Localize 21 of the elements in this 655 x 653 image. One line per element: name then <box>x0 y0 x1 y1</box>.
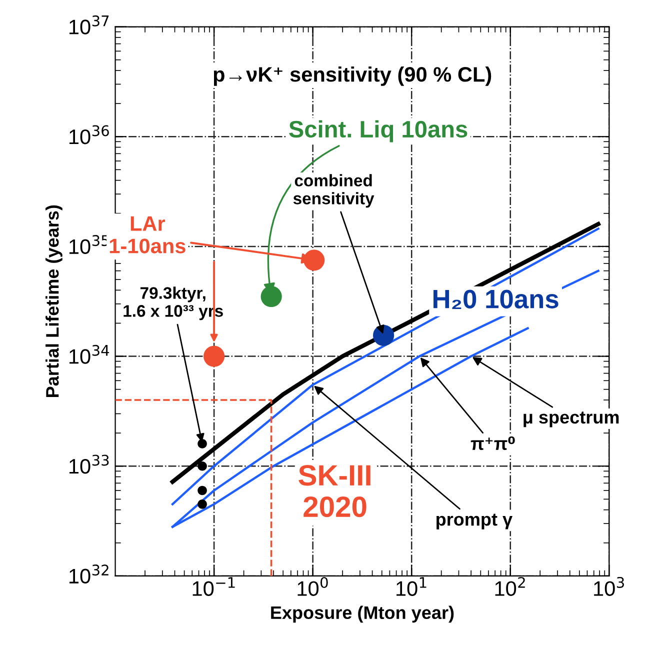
y-axis-title: Partial Lifetime (years) <box>46 205 62 397</box>
y-tick-label: 10$^{37}$ <box>70 15 109 34</box>
x-tick-label: 10$^{−1}$ <box>192 577 235 596</box>
annotation: p→νK⁺ sensitivity (90 % CL) <box>214 66 492 86</box>
y-tick-label: 10$^{34}$ <box>70 344 110 364</box>
annotation: SK-III 2020 <box>298 465 370 518</box>
y-tick-label: 10$^{33}$ <box>70 454 109 474</box>
x-tick-label: 10$^{2}$ <box>495 576 525 596</box>
y-tick-label: 10$^{32}$ <box>70 564 108 584</box>
annotation: μ spectrum <box>524 412 619 428</box>
annotation: LAr 1-10ans <box>110 216 186 254</box>
x-tick-label: 10$^{1}$ <box>396 577 426 596</box>
annotation: prompt γ <box>436 514 512 530</box>
y-tick-label: 10$^{36}$ <box>70 125 109 144</box>
annotation: Scint. Liq 10ans <box>289 120 468 142</box>
annotation: H₂0 10ans <box>434 290 558 310</box>
x-tick-label: 10$^{3}$ <box>594 576 624 596</box>
x-axis-title: Exposure (Mton year) <box>271 606 454 623</box>
annotation: combined sensitivity <box>293 174 374 208</box>
x-tick-label: 10$^{0}$ <box>298 576 328 596</box>
annotation: π⁺π⁰ <box>470 436 515 450</box>
